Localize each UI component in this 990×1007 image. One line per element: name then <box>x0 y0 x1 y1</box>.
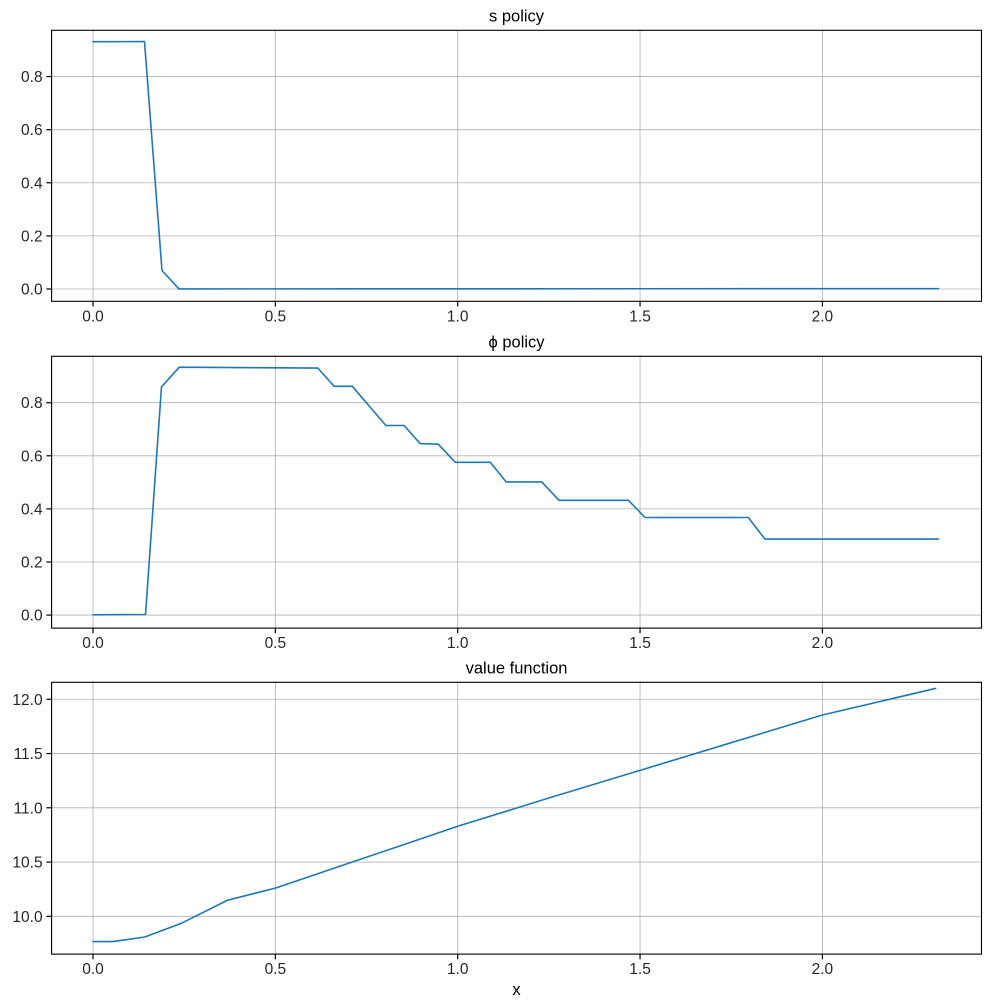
svg-text:ϕ policy: ϕ policy <box>489 333 546 351</box>
svg-text:0.6: 0.6 <box>21 122 43 139</box>
svg-text:0.8: 0.8 <box>21 395 43 412</box>
svg-text:0.0: 0.0 <box>21 608 43 625</box>
svg-text:0.8: 0.8 <box>21 69 43 86</box>
svg-text:0.0: 0.0 <box>82 635 104 652</box>
svg-text:value function: value function <box>466 659 568 677</box>
svg-text:10.5: 10.5 <box>12 855 42 872</box>
svg-text:2.0: 2.0 <box>812 635 834 652</box>
svg-text:1.5: 1.5 <box>629 635 651 652</box>
svg-text:1.5: 1.5 <box>629 961 651 978</box>
svg-text:0.0: 0.0 <box>82 308 104 325</box>
svg-text:0.0: 0.0 <box>21 282 43 299</box>
svg-text:0.2: 0.2 <box>21 554 43 571</box>
svg-text:1.0: 1.0 <box>447 961 469 978</box>
svg-text:1.0: 1.0 <box>447 635 469 652</box>
svg-text:2.0: 2.0 <box>812 308 834 325</box>
svg-text:0.0: 0.0 <box>82 961 104 978</box>
svg-text:2.0: 2.0 <box>812 961 834 978</box>
svg-text:x: x <box>512 981 521 999</box>
svg-text:0.5: 0.5 <box>265 635 287 652</box>
svg-text:0.5: 0.5 <box>265 308 287 325</box>
svg-text:0.5: 0.5 <box>265 961 287 978</box>
svg-text:1.5: 1.5 <box>629 308 651 325</box>
svg-text:1.0: 1.0 <box>447 308 469 325</box>
svg-text:11.0: 11.0 <box>14 800 43 817</box>
svg-text:12.0: 12.0 <box>12 692 43 709</box>
svg-text:0.6: 0.6 <box>21 448 43 465</box>
svg-text:11.5: 11.5 <box>14 746 43 763</box>
svg-text:0.2: 0.2 <box>21 228 43 245</box>
svg-text:0.4: 0.4 <box>21 501 43 518</box>
svg-text:s policy: s policy <box>489 7 545 25</box>
svg-text:0.4: 0.4 <box>21 175 43 192</box>
svg-text:10.0: 10.0 <box>12 909 43 926</box>
